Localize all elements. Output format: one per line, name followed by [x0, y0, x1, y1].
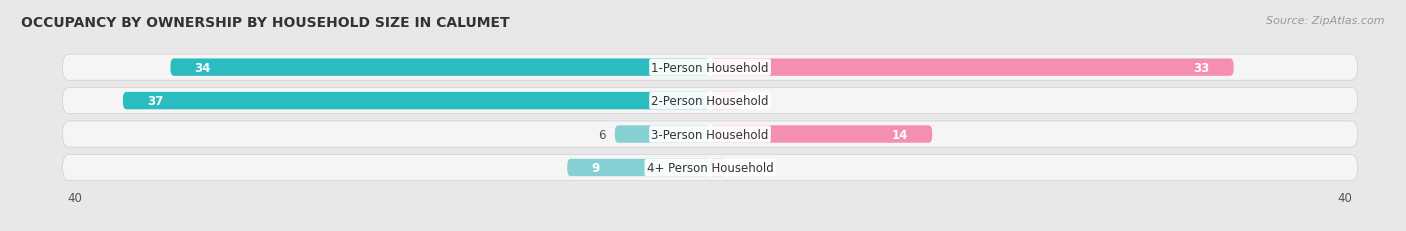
- Text: 33: 33: [1194, 61, 1211, 74]
- Text: 34: 34: [194, 61, 211, 74]
- Text: 9: 9: [591, 161, 599, 174]
- FancyBboxPatch shape: [614, 126, 710, 143]
- Text: 6: 6: [598, 128, 606, 141]
- FancyBboxPatch shape: [710, 92, 742, 110]
- FancyBboxPatch shape: [710, 59, 1233, 76]
- Text: 14: 14: [891, 128, 908, 141]
- FancyBboxPatch shape: [63, 155, 1357, 181]
- FancyBboxPatch shape: [170, 59, 710, 76]
- FancyBboxPatch shape: [63, 88, 1357, 114]
- FancyBboxPatch shape: [710, 159, 725, 176]
- Text: Source: ZipAtlas.com: Source: ZipAtlas.com: [1267, 16, 1385, 26]
- FancyBboxPatch shape: [567, 159, 710, 176]
- FancyBboxPatch shape: [63, 55, 1357, 81]
- Text: 1: 1: [735, 161, 742, 174]
- Text: 1-Person Household: 1-Person Household: [651, 61, 769, 74]
- FancyBboxPatch shape: [122, 92, 710, 110]
- Text: 2-Person Household: 2-Person Household: [651, 95, 769, 108]
- FancyBboxPatch shape: [63, 122, 1357, 147]
- Text: 3-Person Household: 3-Person Household: [651, 128, 769, 141]
- Text: 2: 2: [751, 95, 759, 108]
- Text: OCCUPANCY BY OWNERSHIP BY HOUSEHOLD SIZE IN CALUMET: OCCUPANCY BY OWNERSHIP BY HOUSEHOLD SIZE…: [21, 16, 510, 30]
- Text: 4+ Person Household: 4+ Person Household: [647, 161, 773, 174]
- FancyBboxPatch shape: [710, 126, 932, 143]
- Text: 37: 37: [146, 95, 163, 108]
